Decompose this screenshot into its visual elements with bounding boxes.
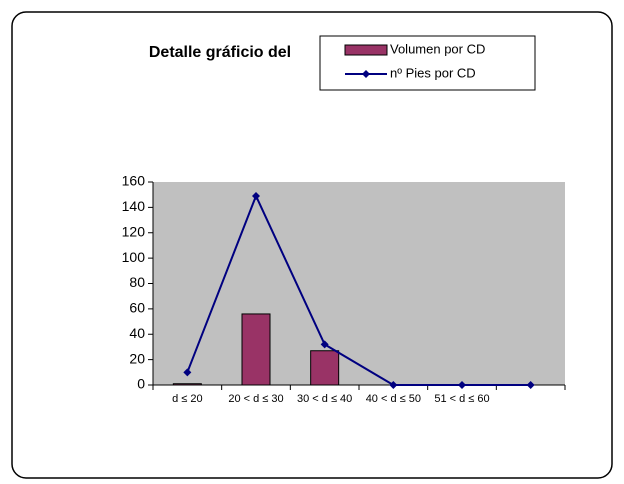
x-tick-label: 51 < d ≤ 60 (434, 393, 489, 405)
y-tick-label: 140 (122, 198, 146, 214)
y-tick-label: 80 (129, 274, 145, 290)
marker (526, 381, 535, 389)
plot-area (153, 182, 565, 385)
bar (172, 383, 202, 386)
marker (183, 368, 192, 377)
marker (458, 381, 466, 389)
marker (389, 381, 398, 389)
y-tick-label: 160 (122, 173, 146, 189)
y-tick-label: 100 (122, 249, 146, 265)
x-tick-label: 30 < d ≤ 40 (297, 393, 352, 405)
y-tick-label: 60 (129, 300, 145, 316)
y-tick-label: 0 (137, 376, 145, 392)
legend-label: nº Pies por CD (390, 65, 476, 80)
bar (241, 313, 271, 386)
y-tick-label: 120 (122, 223, 146, 239)
x-tick-label: 40 < d ≤ 50 (366, 393, 421, 405)
legend-marker (362, 70, 370, 78)
marker (320, 340, 329, 349)
chart-title: Detalle gráficio del (149, 44, 291, 61)
y-tick-label: 40 (129, 325, 145, 341)
x-tick-label: 20 < d ≤ 30 (228, 393, 283, 405)
x-tick-label: d ≤ 20 (172, 393, 203, 405)
bar (310, 350, 340, 386)
marker (252, 191, 260, 200)
line (186, 193, 531, 386)
y-tick-label: 20 (129, 350, 145, 366)
legend-swatch (344, 44, 388, 56)
legend-label: Volumen por CD (390, 41, 485, 56)
